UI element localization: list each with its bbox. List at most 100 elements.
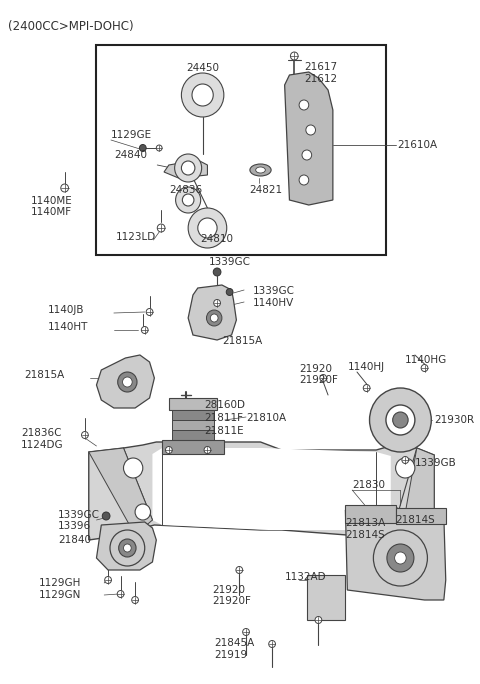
Circle shape [299, 175, 309, 185]
Text: 24810: 24810 [201, 234, 234, 244]
Circle shape [370, 388, 432, 452]
Circle shape [269, 640, 276, 648]
Polygon shape [89, 448, 153, 535]
Text: 1140HJ: 1140HJ [348, 362, 384, 372]
Circle shape [315, 616, 322, 624]
Circle shape [306, 125, 315, 135]
Text: 21920: 21920 [212, 585, 245, 595]
Circle shape [105, 577, 111, 583]
Circle shape [214, 300, 220, 306]
Text: 21610A: 21610A [397, 140, 438, 150]
Circle shape [210, 314, 218, 322]
Circle shape [119, 539, 136, 557]
Polygon shape [285, 72, 333, 205]
Circle shape [123, 544, 131, 552]
Text: 1140MF: 1140MF [31, 207, 72, 217]
Circle shape [290, 52, 298, 60]
Circle shape [402, 456, 408, 464]
Text: 21919: 21919 [214, 650, 247, 660]
Text: 1129GH: 1129GH [38, 578, 81, 588]
Bar [96, 45, 386, 255]
Circle shape [146, 308, 153, 315]
Polygon shape [153, 448, 391, 530]
Text: 21811E: 21811E [204, 426, 244, 436]
Text: 1339GC: 1339GC [58, 510, 100, 520]
Circle shape [396, 458, 415, 478]
Circle shape [110, 530, 145, 566]
Bar [172, 420, 214, 430]
Ellipse shape [256, 167, 265, 173]
Text: 1140HV: 1140HV [253, 298, 294, 308]
Circle shape [132, 596, 138, 603]
Circle shape [302, 150, 312, 160]
Text: 1140HG: 1140HG [405, 355, 447, 365]
Text: 1129GE: 1129GE [111, 130, 152, 140]
Bar [169, 398, 217, 410]
Text: 24836: 24836 [169, 185, 202, 195]
Text: 21810A: 21810A [246, 413, 286, 423]
Circle shape [204, 447, 211, 453]
Circle shape [156, 145, 162, 151]
Text: 21815A: 21815A [222, 336, 262, 346]
Circle shape [176, 187, 201, 213]
Circle shape [213, 268, 221, 276]
Circle shape [373, 530, 427, 586]
Circle shape [395, 552, 406, 564]
Text: 1140JB: 1140JB [48, 305, 85, 315]
Circle shape [188, 208, 227, 248]
Text: 21840: 21840 [58, 535, 91, 545]
Circle shape [363, 384, 370, 391]
Text: 1123LD: 1123LD [116, 232, 156, 242]
Text: 1339GC: 1339GC [208, 257, 251, 267]
Circle shape [118, 372, 137, 392]
Text: 24821: 24821 [249, 185, 282, 195]
Bar [307, 575, 346, 620]
Circle shape [320, 375, 326, 382]
Circle shape [82, 432, 88, 438]
Circle shape [299, 100, 309, 110]
Ellipse shape [250, 164, 271, 176]
Text: 21920F: 21920F [212, 596, 251, 606]
Circle shape [157, 224, 165, 232]
Text: 21920: 21920 [299, 364, 332, 374]
Circle shape [421, 365, 428, 371]
Circle shape [236, 566, 243, 573]
Text: 21815A: 21815A [24, 370, 64, 380]
Circle shape [135, 504, 151, 520]
Circle shape [181, 161, 195, 175]
Text: 21811F: 21811F [204, 413, 243, 423]
Circle shape [166, 447, 172, 453]
Circle shape [141, 326, 148, 334]
Circle shape [387, 544, 414, 572]
Text: 1140HT: 1140HT [48, 322, 89, 332]
Bar [346, 505, 396, 523]
Text: 1124DG: 1124DG [21, 440, 64, 450]
Text: 28160D: 28160D [204, 400, 246, 410]
Circle shape [182, 194, 194, 206]
Bar [396, 508, 446, 524]
Polygon shape [164, 160, 207, 178]
Circle shape [192, 84, 213, 106]
Text: 1140ME: 1140ME [31, 196, 72, 206]
Text: 13396: 13396 [58, 521, 91, 531]
Polygon shape [400, 448, 434, 540]
Text: 21830: 21830 [352, 480, 385, 490]
Circle shape [198, 218, 217, 238]
Text: 24840: 24840 [114, 150, 147, 160]
Text: 21930R: 21930R [434, 415, 474, 425]
Circle shape [393, 412, 408, 428]
Bar [172, 410, 214, 420]
Text: 21814S: 21814S [396, 515, 435, 525]
Text: 1132AD: 1132AD [285, 572, 326, 582]
Text: 21845A: 21845A [214, 638, 254, 648]
Polygon shape [89, 442, 434, 540]
Circle shape [206, 310, 222, 326]
Bar [162, 440, 224, 454]
Circle shape [226, 289, 233, 295]
Circle shape [102, 512, 110, 520]
Circle shape [123, 458, 143, 478]
Polygon shape [188, 285, 236, 340]
Circle shape [175, 154, 202, 182]
Text: 21612: 21612 [304, 74, 337, 84]
Circle shape [122, 377, 132, 387]
